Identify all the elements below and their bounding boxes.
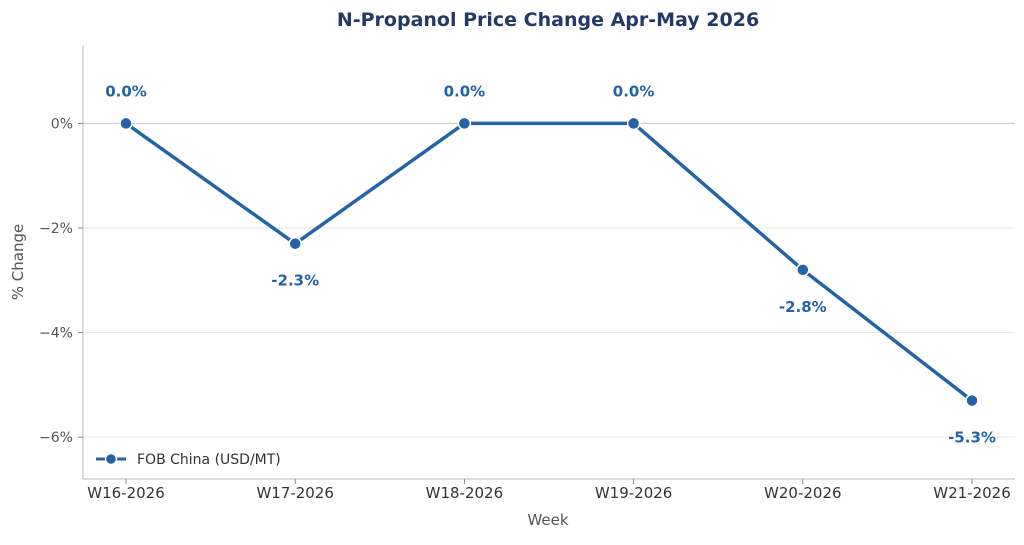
legend-marker-swatch	[104, 452, 118, 466]
y-tick-label: −2%	[39, 221, 73, 237]
data-label: 0.0%	[613, 82, 655, 100]
data-label: -2.8%	[779, 298, 827, 316]
data-point	[965, 393, 979, 408]
x-tick-label: W21-2026	[933, 484, 1011, 502]
x-tick-label: W17-2026	[256, 484, 334, 502]
x-tick-label: W16-2026	[87, 484, 165, 502]
data-point	[626, 116, 641, 131]
y-axis-label: % Change	[9, 224, 27, 300]
data-label: 0.0%	[105, 82, 147, 100]
data-label: -2.3%	[271, 272, 319, 290]
x-tick-label: W18-2026	[426, 484, 504, 502]
data-labels: 0.0% -2.3% 0.0% 0.0% -2.8% -5.3%	[105, 82, 996, 446]
y-tick-label: 0%	[51, 116, 73, 132]
series-layer	[119, 116, 979, 408]
y-tick-labels: 0% −2% −4% −6%	[39, 116, 83, 446]
x-tick-label: W19-2026	[595, 484, 673, 502]
x-tick-label: W20-2026	[764, 484, 842, 502]
grid-lines	[83, 122, 1015, 438]
chart-title: N-Propanol Price Change Apr-May 2026	[337, 9, 759, 31]
series-line	[124, 121, 974, 403]
legend-entry-label: FOB China (USD/MT)	[137, 452, 281, 468]
axes	[82, 45, 1015, 480]
data-label: 0.0%	[444, 82, 486, 100]
data-point	[288, 236, 302, 251]
legend: FOB China (USD/MT)	[96, 452, 281, 468]
data-point	[796, 263, 810, 277]
data-point	[457, 116, 472, 131]
data-point	[119, 116, 133, 131]
y-tick-label: −6%	[39, 430, 73, 446]
x-axis-label: Week	[527, 511, 568, 529]
data-label: -5.3%	[948, 429, 996, 447]
y-tick-label: −4%	[39, 326, 73, 342]
x-tick-labels: W16-2026 W17-2026 W18-2026 W19-2026 W20-2026…	[87, 479, 1011, 502]
